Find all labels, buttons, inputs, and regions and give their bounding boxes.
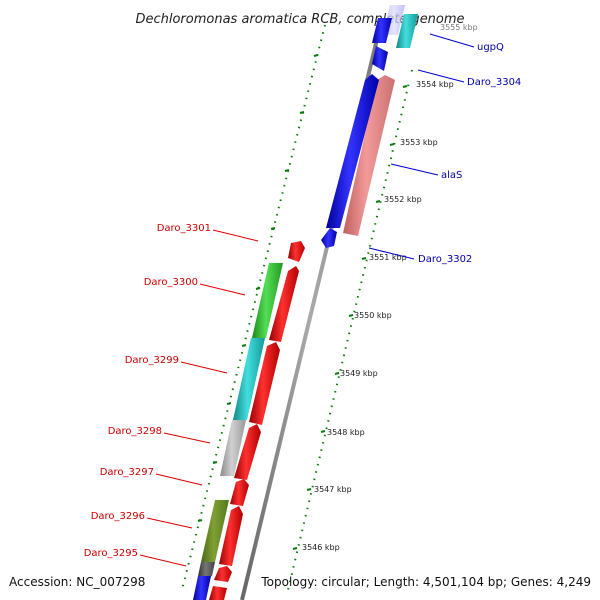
gene-arrow-blue[interactable]	[372, 18, 392, 43]
scale-label: 3546 kbp	[302, 543, 340, 552]
gene-label-ugpq[interactable]: ugpQ	[477, 42, 504, 53]
scale-label: 3553 kbp	[400, 138, 438, 147]
gene-arrow-red[interactable]	[214, 566, 232, 582]
left-labels: Daro_3301 Daro_3300 Daro_3299 Daro_3298 …	[84, 223, 259, 567]
accession-text: Accession: NC_007298	[9, 575, 145, 589]
scale-label-top: 3555 kbp	[440, 23, 478, 32]
scale-ticks	[292, 85, 408, 550]
red-genes	[209, 241, 305, 600]
scale-labels: 3555 kbp 3554 kbp 3553 kbp 3552 kbp 3551…	[302, 23, 478, 552]
gene-block-daro3300[interactable]	[252, 263, 283, 338]
scale-label: 3554 kbp	[416, 80, 454, 89]
gene-arrow-red[interactable]	[230, 479, 249, 506]
gene-label-daro3301[interactable]: Daro_3301	[157, 223, 211, 234]
gene-arrow-red[interactable]	[288, 241, 305, 262]
scale-label: 3552 kbp	[384, 195, 422, 204]
gene-label-daro3300[interactable]: Daro_3300	[144, 277, 198, 288]
gene-label-daro3302[interactable]: Daro_3302	[418, 254, 472, 265]
gene-small-white	[406, 72, 417, 82]
scale-label: 3549 kbp	[340, 369, 378, 378]
gene-block-daro3295[interactable]	[198, 562, 215, 576]
gene-arrow-red[interactable]	[269, 266, 299, 342]
track-dotted-line	[181, 24, 326, 591]
scale-label: 3551 kbp	[369, 253, 407, 262]
gene-arrow-red[interactable]	[249, 342, 280, 425]
right-labels: ugpQ Daro_3304 alaS Daro_3302	[368, 33, 521, 265]
gene-label-daro3297[interactable]: Daro_3297	[100, 467, 154, 478]
gene-label-daro3296[interactable]: Daro_3296	[91, 511, 145, 522]
scale-label: 3550 kbp	[354, 311, 392, 320]
gene-arrow-blue[interactable]	[372, 46, 388, 71]
gene-arrow-red[interactable]	[219, 506, 243, 566]
gene-block-blue[interactable]	[193, 576, 211, 600]
colored-genes	[193, 263, 283, 600]
gene-arrow-daro3302[interactable]	[321, 228, 337, 248]
gene-arrow-ugpq[interactable]	[396, 14, 418, 48]
scale-label: 3547 kbp	[314, 485, 352, 494]
gene-block-daro3296[interactable]	[201, 500, 229, 562]
gene-label-alas[interactable]: alaS	[441, 170, 462, 181]
gene-block-daro3299[interactable]	[233, 338, 265, 420]
blue-genes	[321, 18, 392, 248]
gene-arrow-red[interactable]	[234, 424, 261, 480]
gene-label-daro3298[interactable]: Daro_3298	[108, 426, 162, 437]
gene-arrow-daro3304[interactable]	[326, 74, 379, 228]
gene-label-daro3304[interactable]: Daro_3304	[467, 77, 521, 88]
gene-block-daro3298[interactable]	[220, 420, 246, 476]
track-ticks	[197, 54, 319, 522]
scale-label: 3548 kbp	[327, 428, 365, 437]
genome-summary-text: Topology: circular; Length: 4,501,104 bp…	[260, 575, 591, 589]
gene-arrow-alas[interactable]	[343, 75, 395, 236]
gene-label-daro3295[interactable]: Daro_3295	[84, 548, 138, 559]
gene-label-daro3299[interactable]: Daro_3299	[125, 355, 179, 366]
gene-arrow-red[interactable]	[209, 586, 227, 600]
